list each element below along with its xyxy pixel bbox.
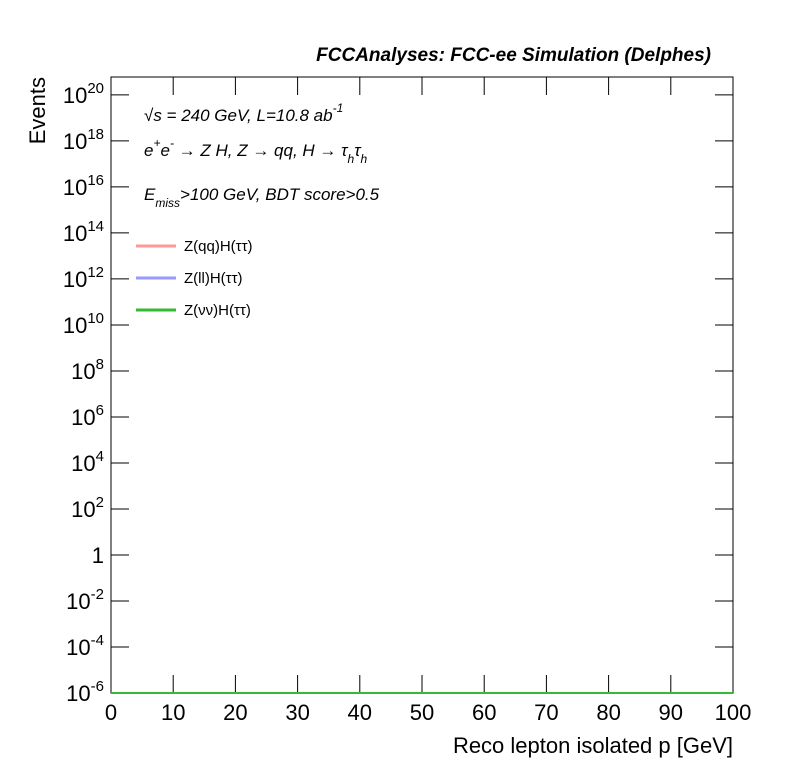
legend-label: Z(νν)H(ττ) (184, 302, 251, 319)
x-tick-label: 100 (715, 700, 752, 725)
annotation: √s = 240 GeV, L=10.8 ab-1 (144, 101, 343, 125)
y-tick-label: 1012 (63, 264, 104, 292)
y-tick-label: 104 (71, 448, 104, 476)
y-tick-base: 10 (66, 589, 90, 614)
y-tick-base: 1 (92, 543, 104, 568)
y-tick-exponent: -6 (91, 678, 104, 695)
x-tick-label: 10 (161, 700, 185, 725)
y-tick-base: 10 (63, 267, 87, 292)
x-tick-label: 30 (285, 700, 309, 725)
plot-frame (110, 76, 734, 694)
y-tick-exponent: 14 (87, 218, 104, 235)
annotation-part: E (144, 185, 156, 204)
y-tick-exponent: -2 (91, 586, 104, 603)
y-tick-exponent: 18 (87, 126, 104, 143)
x-tick-label: 20 (223, 700, 247, 725)
y-tick-base: 10 (63, 83, 87, 108)
y-tick-exponent: 16 (87, 172, 104, 189)
y-tick-label: 10-6 (66, 678, 104, 706)
annotation-part: √s = 240 GeV, L=10.8 ab (144, 106, 333, 125)
legend-label: Z(qq)H(ττ) (184, 238, 253, 255)
y-tick-exponent: 2 (96, 494, 104, 511)
y-tick-label: 1014 (63, 218, 104, 246)
annotation-part: miss (155, 196, 180, 210)
y-tick-label: 106 (71, 402, 104, 430)
legend-label: Z(ll)H(ττ) (184, 270, 243, 287)
y-tick-base: 10 (63, 175, 87, 200)
y-tick-label: 1018 (63, 126, 104, 154)
y-tick-exponent: -4 (91, 632, 104, 649)
y-tick-base: 10 (63, 129, 87, 154)
annotation-part: + (153, 136, 160, 150)
annotation-part: -1 (333, 101, 344, 115)
y-tick-base: 10 (71, 405, 95, 430)
y-tick-label: 10-2 (66, 586, 104, 614)
annotation-part: - (170, 136, 174, 150)
y-tick-base: 10 (66, 681, 90, 706)
x-tick-label: 50 (410, 700, 434, 725)
annotation-part: e (144, 141, 153, 160)
x-tick-label: 40 (348, 700, 372, 725)
annotation-part: >100 GeV, BDT score>0.5 (180, 185, 380, 204)
x-tick-label: 70 (534, 700, 558, 725)
annotation: Emiss>100 GeV, BDT score>0.5 (144, 185, 380, 210)
annotation-part: h (361, 152, 368, 166)
y-tick-label: 1010 (63, 310, 104, 338)
annotation-part: e (160, 141, 169, 160)
x-tick-label: 80 (596, 700, 620, 725)
y-tick-exponent: 20 (87, 80, 104, 97)
y-tick-base: 10 (63, 313, 87, 338)
y-tick-label: 102 (71, 494, 104, 522)
y-tick-base: 10 (71, 497, 95, 522)
y-tick-exponent: 8 (96, 356, 104, 373)
x-tick-label: 0 (105, 700, 117, 725)
annotation-part: h (348, 152, 355, 166)
x-tick-label: 60 (472, 700, 496, 725)
annotation: e+e- → Z H, Z → qq, H → τhτh (144, 136, 368, 166)
y-tick-label: 108 (71, 356, 104, 384)
y-tick-base: 10 (66, 635, 90, 660)
y-axis-label: Events (25, 77, 50, 144)
y-tick-exponent: 4 (96, 448, 104, 465)
y-tick-exponent: 12 (87, 264, 104, 281)
y-tick-base: 10 (63, 221, 87, 246)
y-tick-exponent: 10 (87, 310, 104, 327)
y-tick-exponent: 6 (96, 402, 104, 419)
annotation-part: → Z H, Z → qq, H → τ (174, 141, 349, 160)
y-tick-label: 10-4 (66, 632, 104, 660)
annotation-part: τ (354, 141, 362, 160)
chart-title: FCCAnalyses: FCC-ee Simulation (Delphes) (316, 45, 711, 66)
y-tick-base: 10 (71, 451, 95, 476)
x-axis-label: Reco lepton isolated p [GeV] (453, 733, 733, 758)
y-tick-base: 10 (71, 359, 95, 384)
y-tick-label: 1 (92, 543, 104, 568)
y-tick-label: 1016 (63, 172, 104, 200)
x-tick-label: 90 (659, 700, 683, 725)
y-tick-label: 1020 (63, 80, 104, 108)
